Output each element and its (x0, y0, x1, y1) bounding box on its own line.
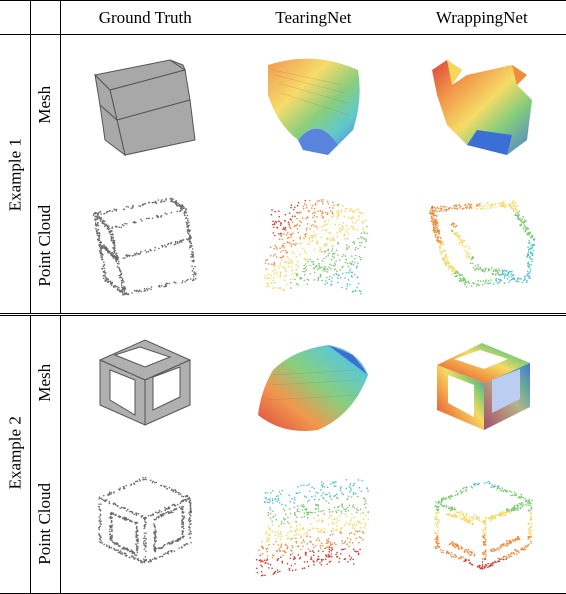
ex1-mesh-wrapping-cell (398, 35, 566, 175)
ex1-mesh-tearing-cell (229, 35, 397, 175)
ex1-pc-wrapping-cell (398, 175, 566, 315)
example-2-label: Example 2 (0, 314, 30, 593)
ex1-mesh-gt-render (75, 45, 215, 165)
col-header-tearing: TearingNet (229, 1, 397, 35)
ex2-pc-gt-render (75, 463, 215, 583)
ex1-pc-wrapping-render (412, 184, 552, 304)
ex1-pc-gt-cell (61, 175, 229, 315)
ex2-pc-gt-cell (61, 454, 229, 594)
ex1-pc-tearing-render (243, 184, 383, 304)
ex2-pc-wrapping-render (412, 463, 552, 583)
ex2-pc-label: Point Cloud (30, 454, 60, 594)
example-1-label: Example 1 (0, 35, 30, 314)
ex2-mesh-wrapping-cell (398, 314, 566, 454)
ex2-mesh-tearing-cell (229, 314, 397, 454)
ex1-pc-gt-render (75, 184, 215, 304)
ex1-pc-label: Point Cloud (30, 175, 60, 315)
ex2-mesh-label: Mesh (30, 314, 60, 454)
ex2-pc-row: Point Cloud (0, 454, 566, 594)
ex2-mesh-gt-render (75, 325, 215, 445)
ex1-mesh-label: Mesh (30, 35, 60, 175)
ex2-pc-tearing-cell (229, 454, 397, 594)
ex2-pc-wrapping-cell (398, 454, 566, 594)
col-header-wrapping: WrappingNet (398, 1, 566, 35)
ex1-mesh-gt-cell (61, 35, 229, 175)
ex1-mesh-tearing-render (243, 45, 383, 165)
ex1-pc-tearing-cell (229, 175, 397, 315)
ex1-mesh-wrapping-render (412, 45, 552, 165)
ex2-mesh-tearing-render (243, 325, 383, 445)
col-header-gt: Ground Truth (61, 1, 229, 35)
ex1-pc-row: Point Cloud (0, 175, 566, 315)
ex2-mesh-gt-cell (61, 314, 229, 454)
ex1-mesh-row: Example 1 Mesh (0, 35, 566, 175)
ex2-mesh-row: Example 2 Mesh (0, 314, 566, 454)
ex2-pc-tearing-render (243, 463, 383, 583)
header-row: Ground Truth TearingNet WrappingNet (0, 1, 566, 35)
figure-comparison-table: Ground Truth TearingNet WrappingNet Exam… (0, 0, 566, 594)
ex2-mesh-wrapping-render (412, 325, 552, 445)
